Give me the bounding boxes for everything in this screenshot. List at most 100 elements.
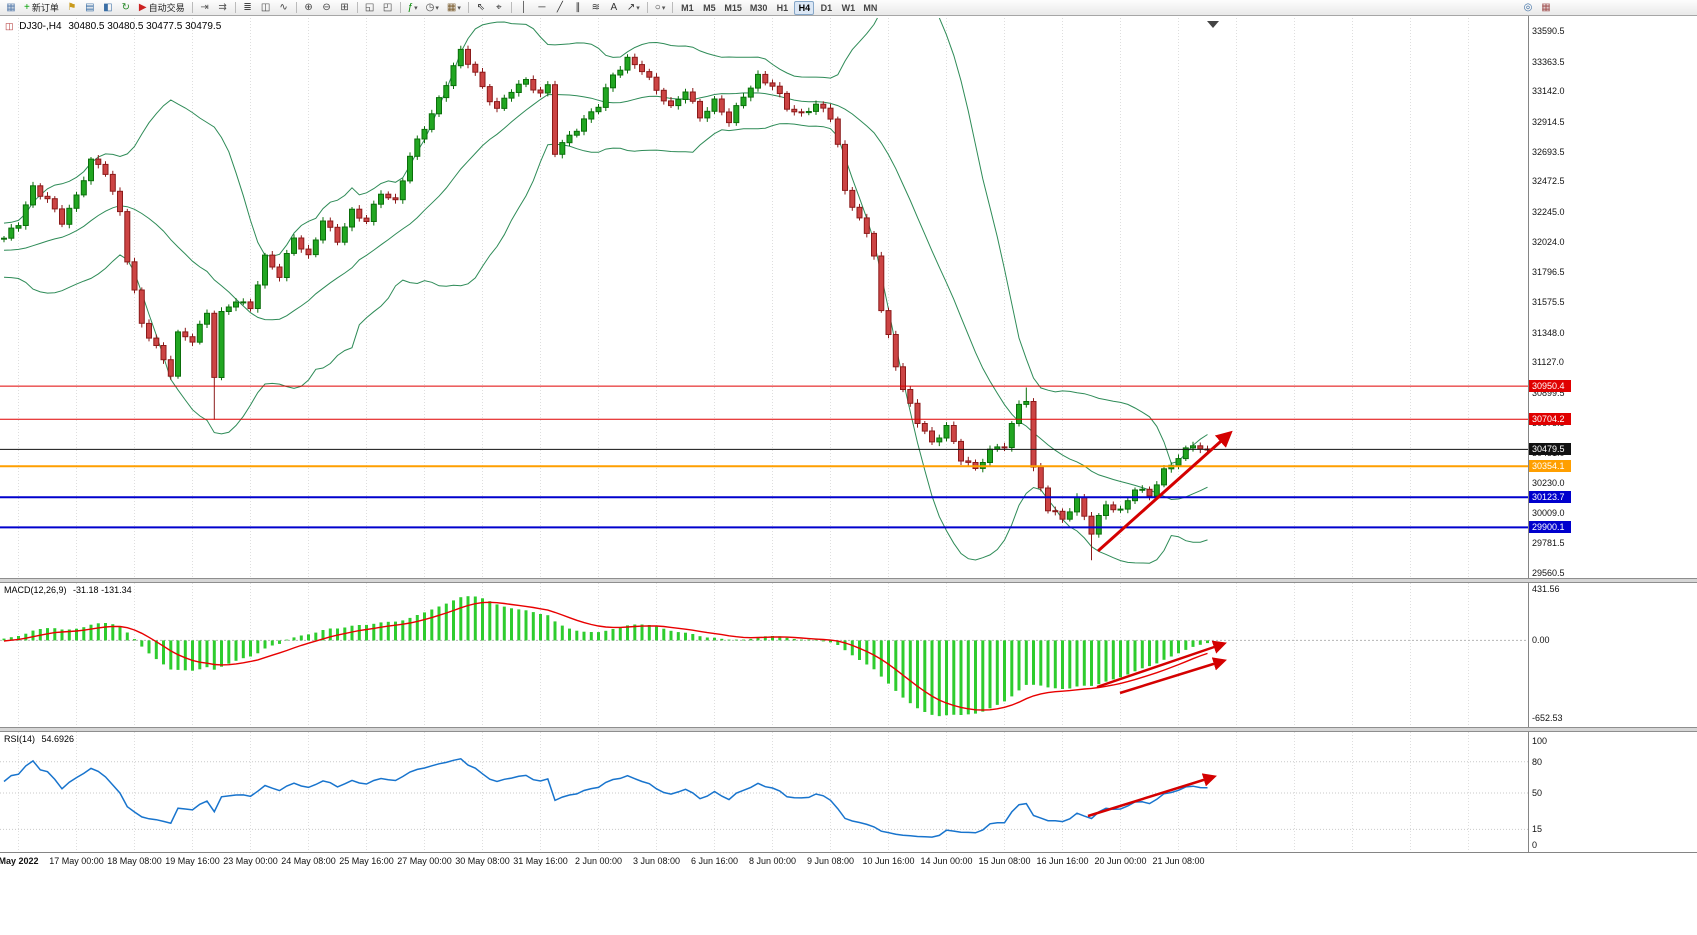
strategy-tester-icon[interactable]: ⚑ (67, 1, 77, 13)
time-axis-label: 21 Jun 08:00 (1152, 856, 1205, 866)
timeframe-m1-button[interactable]: M1 (681, 2, 694, 13)
crosshair-button[interactable]: ⌖ (496, 1, 502, 13)
chevron-down-icon: ▾ (435, 4, 439, 12)
timeframe-h1-button[interactable]: H1 (776, 2, 789, 13)
price-scale-label: 33363.5 (1532, 56, 1565, 67)
chart-shift-marker (1207, 21, 1219, 28)
chevron-down-icon: ▾ (414, 4, 418, 12)
time-axis-label: 16 Jun 16:00 (1036, 856, 1089, 866)
panel-separator[interactable] (0, 727, 1697, 732)
price-axis[interactable]: 33590.5 33363.5 33142.0 32914.5 32693.5 32472… (1528, 16, 1697, 852)
timeframe-m5-button[interactable]: M5 (703, 2, 716, 13)
time-axis-label: 17 May 00:00 (49, 856, 104, 866)
toolbar-right-group: ◎ ▦ (1519, 1, 1555, 15)
timeframe-d1-button[interactable]: D1 (820, 2, 833, 13)
toolbar-separator (399, 2, 401, 13)
candlestick-chart-button[interactable]: ◫ (260, 1, 271, 13)
search-icon[interactable]: ◎ (1523, 2, 1533, 13)
panel-separator[interactable] (0, 578, 1697, 583)
chart-shift-button[interactable]: ⇥ (200, 1, 209, 13)
trendline-button[interactable]: ╱ (556, 1, 563, 13)
time-axis[interactable]: May 2022 17 May 00:00 18 May 08:00 19 May 1… (0, 852, 1697, 869)
rsi-scale-label: 100 (1532, 736, 1548, 746)
navigator-icon[interactable]: ◧ (103, 1, 113, 13)
price-line-badge: 30123.7 (1529, 491, 1571, 504)
trend-arrow (1096, 640, 1227, 689)
macd-scale-label: -652.53 (1532, 713, 1563, 723)
toolbar-separator (467, 2, 469, 13)
timeframe-w1-button[interactable]: W1 (841, 2, 856, 13)
chevron-down-icon: ▾ (636, 4, 640, 12)
horizontal-line-button[interactable]: ─ (538, 1, 546, 13)
time-axis-label: 8 Jun 00:00 (748, 856, 797, 866)
autotrading-button[interactable]: ▶ 自动交易 (138, 1, 185, 13)
rsi-scale-label: 0 (1532, 840, 1538, 850)
auto-scroll-button[interactable]: ⇉ (218, 1, 227, 13)
time-axis-label: 10 Jun 16:00 (862, 856, 915, 866)
vertical-line-button[interactable]: │ (520, 1, 527, 13)
timeframe-mn-button[interactable]: MN (863, 2, 878, 13)
periods-button[interactable]: ◷ ▾ (425, 1, 439, 13)
toolbar: ▦ + 新订单 ⚑ ▤ ◧ ↻ ▶ 自动交易 ⇥ ⇉ ≣ ◫ ∿ ⊕ ⊖ ⊞ ◱ ◰ ƒ ▾ ◷ ▾ ▦ ▾ ⇖ ⌖ │ ─ ╱ ∥ ≋ A ↗ ▾… (0, 0, 1697, 16)
symbol-timeframe: DJ30-,H4 (19, 21, 62, 32)
timeframe-m30-button[interactable]: M30 (749, 2, 768, 13)
tile-windows-button[interactable]: ◱ (364, 1, 375, 13)
time-axis-label: 9 Jun 08:00 (806, 856, 855, 866)
timeframe-m15-button[interactable]: M15 (724, 2, 742, 13)
time-axis-label: 19 May 16:00 (165, 856, 220, 866)
refresh-icon[interactable]: ↻ (121, 1, 131, 13)
time-axis-label: 24 May 08:00 (281, 856, 336, 866)
price-chart[interactable] (0, 18, 1528, 578)
macd-scale-label: 0.00 (1532, 635, 1550, 646)
price-scale-label: 30230.0 (1532, 477, 1565, 488)
macd-panel[interactable] (0, 583, 1528, 727)
fibonacci-button[interactable]: ≋ (591, 1, 601, 13)
price-line-badge: 30704.2 (1529, 413, 1571, 426)
cascade-windows-button[interactable]: ◰ (382, 1, 393, 13)
time-axis-label: 18 May 08:00 (107, 856, 162, 866)
macd-name: MACD(12,26,9) (4, 585, 67, 595)
trend-arrow (1119, 657, 1227, 695)
price-scale-label: 30899.5 (1532, 387, 1565, 398)
chart-window-icon: ◫ (5, 21, 14, 31)
templates-button[interactable]: ▦ ▾ (446, 1, 461, 13)
toolbar-separator (234, 2, 236, 13)
price-line-badge: 30950.4 (1529, 380, 1571, 393)
time-axis-label: 2 Jun 00:00 (574, 856, 623, 866)
market-watch-icon[interactable]: ▤ (85, 1, 95, 13)
zoom-in-button[interactable]: ⊕ (304, 1, 313, 13)
price-scale-label: 32914.5 (1532, 116, 1565, 127)
price-scale-label: 30009.0 (1532, 507, 1565, 518)
time-axis-label: 6 Jun 16:00 (690, 856, 739, 866)
shapes-button[interactable]: ○ ▾ (654, 1, 666, 13)
price-line-badge: 30479.5 (1529, 443, 1571, 456)
channel-button[interactable]: ∥ (575, 1, 581, 13)
rsi-scale-label: 15 (1532, 824, 1543, 835)
new-order-button[interactable]: + 新订单 (24, 1, 59, 13)
indicators-button[interactable]: ƒ ▾ (407, 1, 418, 13)
cursor-button[interactable]: ⇖ (476, 1, 486, 13)
zoom-out-button[interactable]: ⊖ (322, 1, 331, 13)
price-scale-label: 31348.0 (1532, 327, 1565, 338)
time-axis-label: 27 May 00:00 (397, 856, 452, 866)
new-order-button-label: 新订单 (31, 3, 59, 13)
price-scale-label: 31796.5 (1532, 267, 1565, 278)
arrows-button[interactable]: ↗ ▾ (626, 1, 640, 13)
price-line-badge: 29900.1 (1529, 521, 1571, 534)
text-button[interactable]: A (610, 1, 618, 13)
price-scale-label: 29560.5 (1532, 568, 1565, 579)
line-chart-button[interactable]: ∿ (279, 1, 288, 13)
price-line-badge: 30354.1 (1529, 460, 1571, 473)
price-scale-label: 32245.0 (1532, 206, 1565, 217)
grid-button[interactable]: ⊞ (340, 1, 349, 13)
toolbar-separator (510, 2, 512, 13)
time-axis-label: 20 Jun 00:00 (1094, 856, 1147, 866)
layout-icon[interactable]: ▦ (1541, 2, 1551, 13)
toolbar-separator (295, 2, 297, 13)
time-axis-label: 15 Jun 08:00 (978, 856, 1031, 866)
rsi-panel[interactable] (0, 732, 1528, 852)
timeframe-h4-button[interactable]: H4 (794, 0, 815, 15)
bar-chart-button[interactable]: ≣ (243, 1, 252, 13)
window-menu-icon[interactable]: ▦ (6, 1, 16, 13)
